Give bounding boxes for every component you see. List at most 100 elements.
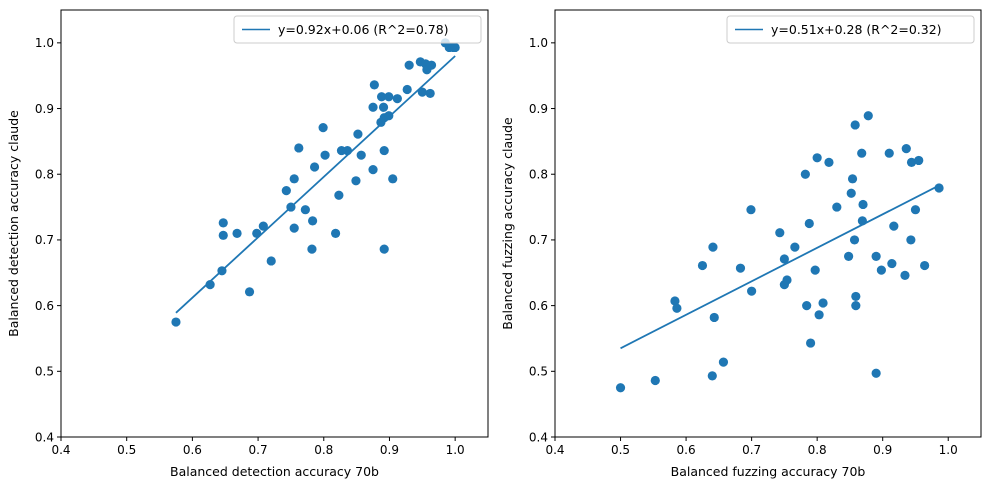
data-point [404,60,414,70]
y-tick-label: 0.8 [35,168,54,182]
data-point [858,199,868,210]
y-tick-label: 0.9 [35,102,54,116]
data-point [884,148,894,158]
data-point [281,186,291,196]
data-point [425,88,435,99]
data-point [388,174,398,184]
x-tick-label: 0.5 [611,443,630,457]
data-point [672,303,682,313]
data-point [851,291,861,302]
data-point [857,148,867,158]
x-tick-label: 0.4 [51,443,70,457]
data-point [402,84,412,95]
data-point [330,228,341,238]
data-point [871,368,881,378]
data-point [708,242,718,252]
x-tick-label: 0.9 [873,443,892,457]
x-tick-label: 0.6 [183,443,202,457]
y-tick-label: 0.4 [35,430,54,444]
x-tick-label: 0.8 [808,443,827,457]
y-tick-label: 0.7 [529,233,548,247]
data-point [718,357,729,367]
data-point [802,301,812,311]
data-point [910,205,921,215]
regression-line-layer [175,55,456,314]
data-point [426,60,437,70]
regression-line [620,185,939,350]
data-point [218,230,228,240]
data-point [289,174,299,184]
data-point [266,256,276,266]
data-point [318,122,328,133]
data-point [851,301,861,311]
data-point [369,80,379,90]
data-point [218,218,228,228]
data-point [818,298,828,308]
data-point [747,286,757,296]
data-point [889,221,899,231]
data-point [379,145,389,156]
y-tick-label: 0.8 [529,168,548,182]
x-tick-label: 0.6 [677,443,696,457]
data-point [782,275,792,285]
data-point [900,270,910,280]
legend-box [233,15,482,44]
data-point [320,150,330,160]
data-point [735,263,746,273]
data-point [863,111,873,121]
data-point [887,258,897,269]
data-point [844,251,854,261]
x-tick-label: 0.8 [314,443,333,457]
y-axis-label: Balanced detection accuracy claude [6,110,21,337]
legend-label: y=0.51x+0.28 (R^2=0.32) [771,22,942,37]
data-point [368,102,378,112]
legend-box [726,15,975,44]
data-point [812,153,822,163]
x-tick-label: 1.0 [939,443,958,457]
y-axis-label: Balanced fuzzing accuracy claude [500,117,515,330]
fuzzing-accuracy-plot: 0.4 0.5 0.6 0.7 0.8 0.9 1.0 0.4 0.5 0.6 0.7 0.8 0.9 1… [500,9,982,479]
detection-accuracy-plot: 0.4 0.5 0.6 0.7 0.8 0.9 1.0 0.4 0.5 0.6 0.7 0.8 0.9 1… [6,9,489,479]
data-point [709,312,719,323]
data-point [800,169,810,179]
y-tick-label: 0.7 [35,233,54,247]
data-point [846,188,856,198]
data-point [307,244,317,254]
data-point [832,202,842,212]
data-point [356,150,366,160]
data-point [804,218,814,229]
data-point [850,120,860,130]
legend: y=0.51x+0.28 (R^2=0.32) [726,15,975,44]
x-tick-label: 1.0 [446,443,465,457]
data-point [670,296,680,306]
data-point [232,228,242,238]
plot-frame [60,9,489,438]
x-axis-label: Balanced detection accuracy 70b [170,464,379,479]
y-tick-label: 0.4 [529,430,548,444]
data-point [300,205,310,215]
data-point [615,383,626,393]
plot-frame [554,9,982,438]
x-tick-label: 0.7 [742,443,761,457]
data-point [814,310,824,320]
data-point [775,228,785,238]
data-point [353,129,363,139]
data-point [806,338,816,348]
data-point [920,260,930,271]
y-tick-label: 1.0 [529,36,548,50]
legend-label: y=0.92x+0.06 (R^2=0.78) [278,22,449,37]
tick-layer: 0.4 0.5 0.6 0.7 0.8 0.9 1.0 0.4 0.5 0.6 0.7 0.8 0.9 1… [529,36,958,457]
data-point [697,260,708,271]
x-tick-label: 0.9 [380,443,399,457]
data-point [384,92,394,102]
data-point [824,157,834,168]
data-point [392,94,402,104]
data-point [914,155,924,166]
data-point [847,174,858,184]
regression-line [175,55,456,314]
y-tick-label: 0.5 [529,365,548,379]
tick-layer: 0.4 0.5 0.6 0.7 0.8 0.9 1.0 0.4 0.5 0.6 0.7 0.8 0.9 1… [35,36,465,457]
x-tick-label: 0.7 [249,443,268,457]
data-point [368,165,378,175]
